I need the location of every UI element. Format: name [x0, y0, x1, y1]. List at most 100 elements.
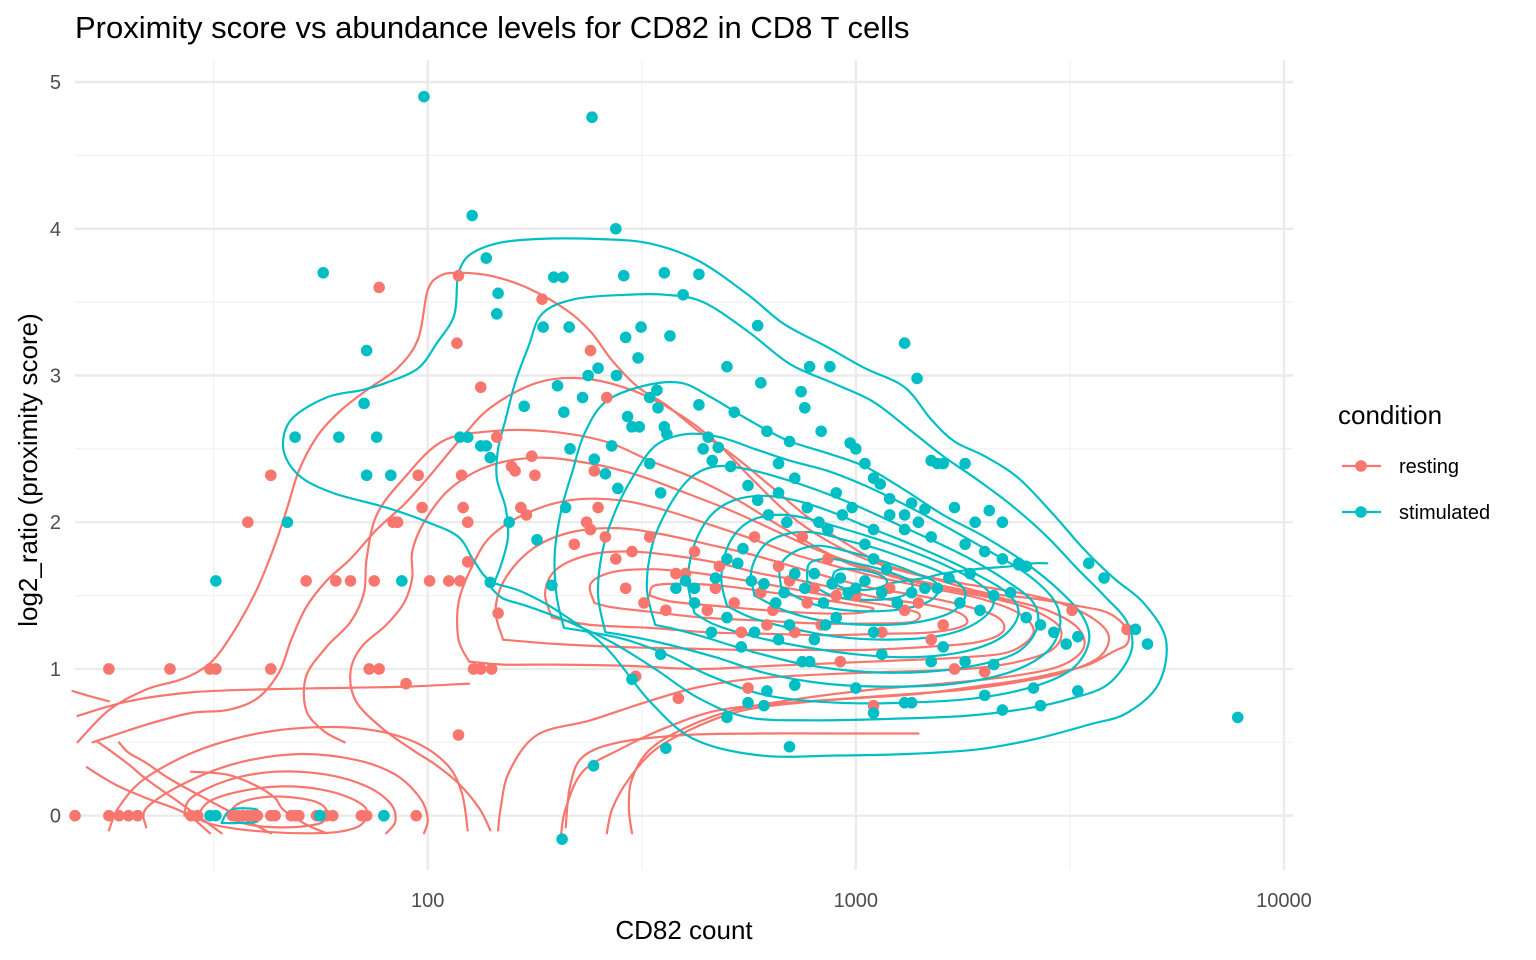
point-stimulated — [867, 707, 880, 719]
point-stimulated — [778, 586, 790, 599]
point-stimulated — [609, 222, 622, 235]
x-axis-ticks: 100 1000 10000 — [411, 890, 1312, 912]
point-stimulated — [850, 682, 862, 694]
point-stimulated — [556, 833, 568, 845]
y-tick-label: 0 — [50, 806, 61, 828]
point-stimulated — [633, 421, 646, 433]
point-resting — [492, 607, 504, 620]
density-contour-resting — [142, 752, 429, 835]
point-stimulated — [912, 516, 925, 529]
point-resting — [452, 729, 465, 741]
point-stimulated — [974, 604, 986, 617]
point-stimulated — [378, 809, 390, 822]
point-stimulated — [491, 308, 503, 320]
point-resting — [925, 633, 938, 646]
point-stimulated — [830, 611, 843, 624]
point-stimulated — [688, 597, 701, 609]
point-resting — [326, 809, 339, 822]
point-stimulated — [954, 597, 966, 609]
point-stimulated — [846, 501, 858, 514]
point-stimulated — [772, 487, 785, 499]
point-resting — [164, 663, 176, 675]
point-resting — [821, 553, 834, 565]
point-resting — [103, 809, 115, 822]
point-stimulated — [518, 400, 530, 413]
point-resting — [113, 809, 125, 822]
point-stimulated — [661, 428, 673, 440]
density-contour-stimulated — [490, 292, 1134, 722]
density-contour-resting — [107, 725, 469, 832]
point-resting — [536, 293, 548, 305]
point-stimulated — [693, 399, 705, 411]
point-resting — [670, 567, 682, 580]
point-stimulated — [826, 578, 838, 590]
point-stimulated — [721, 711, 733, 724]
point-resting — [391, 516, 404, 529]
point-stimulated — [210, 575, 222, 587]
point-stimulated — [821, 523, 834, 536]
legend-item-resting: resting — [1342, 456, 1459, 478]
point-stimulated — [905, 586, 918, 599]
density-contour-stimulated — [553, 380, 1091, 705]
point-stimulated — [919, 503, 931, 515]
point-resting — [688, 545, 701, 558]
point-resting — [834, 655, 847, 668]
density-contour-resting — [76, 682, 471, 717]
point-stimulated — [503, 516, 516, 529]
point-stimulated — [788, 472, 801, 485]
point-stimulated — [1141, 638, 1154, 650]
point-stimulated — [619, 331, 632, 344]
density-contour-stimulated — [720, 513, 995, 641]
point-resting — [400, 677, 412, 690]
point-resting — [251, 809, 264, 822]
point-stimulated — [824, 360, 836, 373]
point-stimulated — [996, 516, 1009, 529]
point-stimulated — [1027, 682, 1040, 694]
point-resting — [761, 619, 773, 631]
point-resting — [474, 663, 487, 675]
legend: condition resting stimulated — [1338, 400, 1490, 524]
x-tick-label: 10000 — [1256, 890, 1312, 912]
point-stimulated — [599, 468, 612, 480]
point-stimulated — [617, 269, 630, 282]
point-stimulated — [605, 440, 618, 452]
y-tick-label: 1 — [50, 659, 61, 681]
point-stimulated — [592, 362, 604, 374]
point-stimulated — [721, 611, 733, 624]
legend-label-resting: resting — [1399, 456, 1459, 478]
point-stimulated — [996, 553, 1009, 565]
point-stimulated — [492, 287, 504, 300]
point-stimulated — [859, 538, 871, 551]
point-resting — [529, 469, 541, 482]
point-resting — [599, 531, 612, 543]
point-stimulated — [721, 360, 733, 373]
point-stimulated — [735, 641, 748, 653]
point-stimulated — [959, 538, 971, 551]
point-stimulated — [626, 673, 638, 686]
point-stimulated — [931, 457, 944, 470]
point-stimulated — [396, 575, 408, 587]
point-resting — [801, 597, 814, 609]
point-resting — [713, 560, 726, 573]
point-stimulated — [546, 579, 558, 592]
point-stimulated — [1004, 586, 1017, 599]
point-resting — [876, 626, 888, 639]
point-stimulated — [761, 685, 773, 697]
y-tick-label: 5 — [50, 72, 61, 94]
point-resting — [1066, 604, 1078, 617]
point-stimulated — [795, 385, 807, 398]
point-stimulated — [905, 497, 918, 509]
density-contour-stimulated — [596, 432, 1062, 688]
point-stimulated — [418, 90, 430, 103]
point-resting — [735, 626, 748, 639]
point-resting — [242, 516, 254, 529]
point-resting — [131, 809, 144, 822]
point-stimulated — [911, 372, 923, 385]
point-stimulated — [651, 384, 663, 396]
point-stimulated — [983, 504, 996, 517]
point-stimulated — [959, 655, 971, 668]
point-resting — [588, 465, 601, 477]
point-resting — [368, 575, 381, 587]
point-resting — [796, 531, 809, 543]
point-stimulated — [466, 209, 478, 222]
